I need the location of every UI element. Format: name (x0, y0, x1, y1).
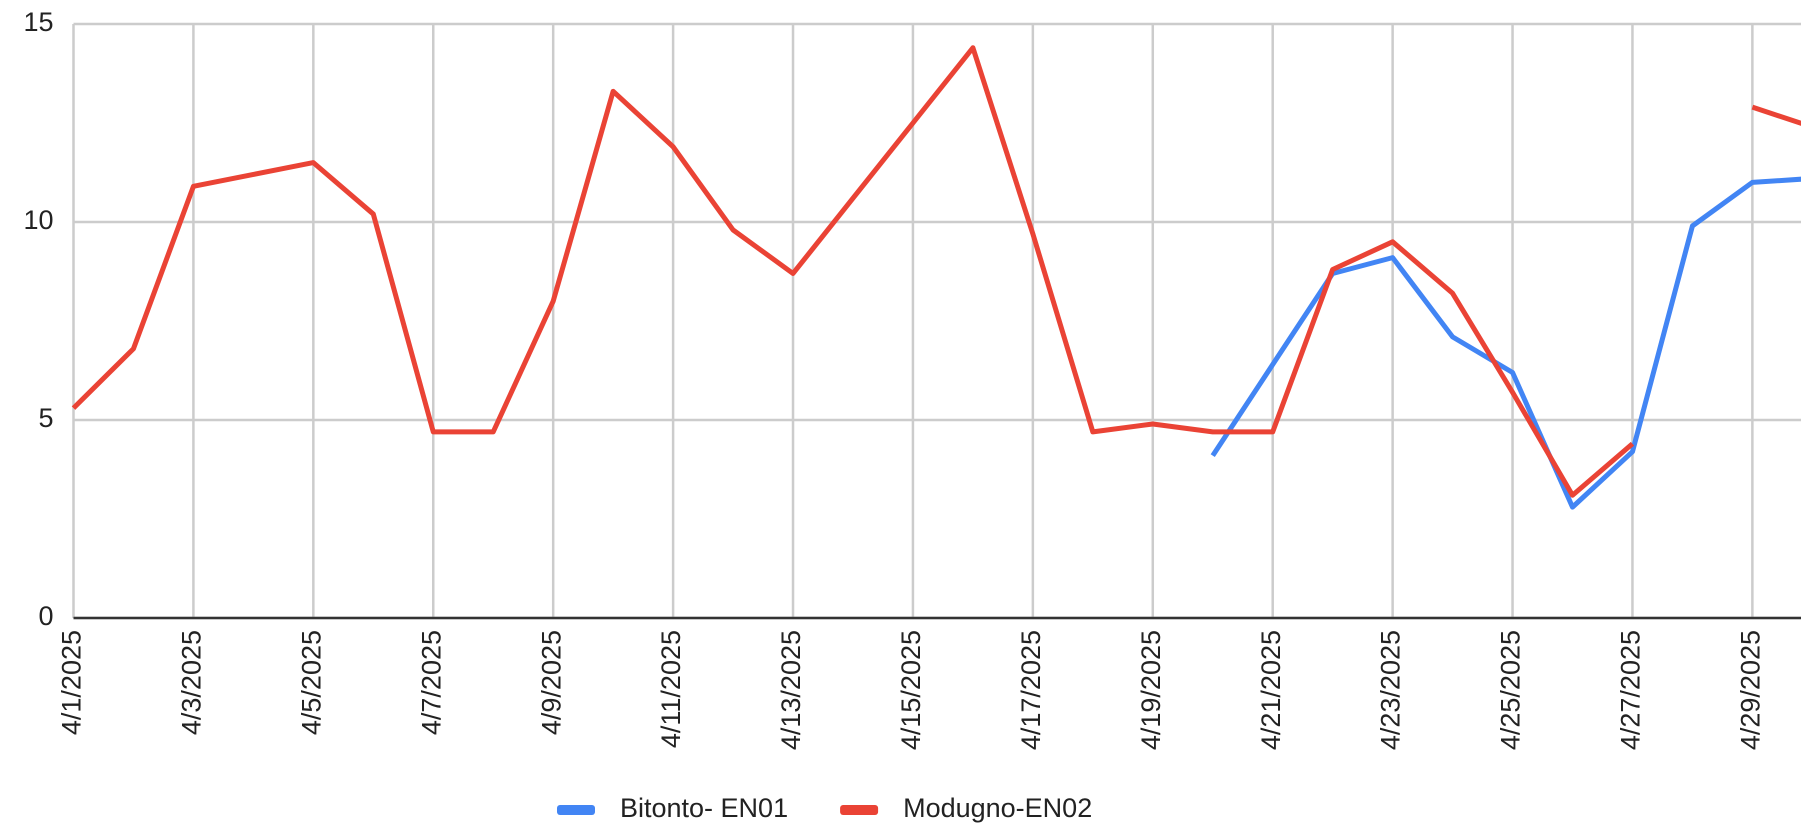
y-tick-label: 5 (38, 403, 53, 433)
legend-swatch (840, 805, 879, 815)
plot-area (71, 45, 1801, 510)
x-tick-label: 4/9/2025 (536, 630, 566, 735)
x-tick-label: 4/27/2025 (1616, 630, 1646, 750)
x-tick-label: 4/1/2025 (57, 630, 87, 735)
y-tick-label: 15 (23, 7, 53, 37)
legend-label: Modugno-EN02 (903, 793, 1092, 823)
x-tick-label: 4/5/2025 (296, 630, 326, 735)
x-tick-label: 4/7/2025 (416, 630, 446, 735)
x-tick-label: 4/19/2025 (1136, 630, 1166, 750)
grid (72, 22, 1801, 620)
y-tick-label: 10 (23, 205, 53, 235)
series-line (71, 45, 1801, 498)
x-tick-label: 4/23/2025 (1376, 630, 1406, 750)
legend-label: Bitonto- EN01 (620, 793, 788, 823)
x-tick-label: 4/15/2025 (896, 630, 926, 750)
x-tick-label: 4/11/2025 (656, 630, 686, 748)
x-tick-label: 4/3/2025 (177, 630, 207, 735)
x-tick-label: 4/13/2025 (776, 630, 806, 750)
x-tick-label: 4/29/2025 (1736, 630, 1766, 750)
x-tick-label: 4/25/2025 (1496, 630, 1526, 750)
x-tick-label: 4/17/2025 (1016, 630, 1046, 750)
y-tick-label: 0 (38, 601, 53, 631)
x-tick-label: 4/21/2025 (1256, 630, 1286, 750)
legend-swatch (557, 805, 595, 815)
series-line (1210, 176, 1801, 510)
labels: 4/1/2025 4/3/2025 4/5/2025 4/7/2025 4/9/2025… (23, 7, 1765, 823)
